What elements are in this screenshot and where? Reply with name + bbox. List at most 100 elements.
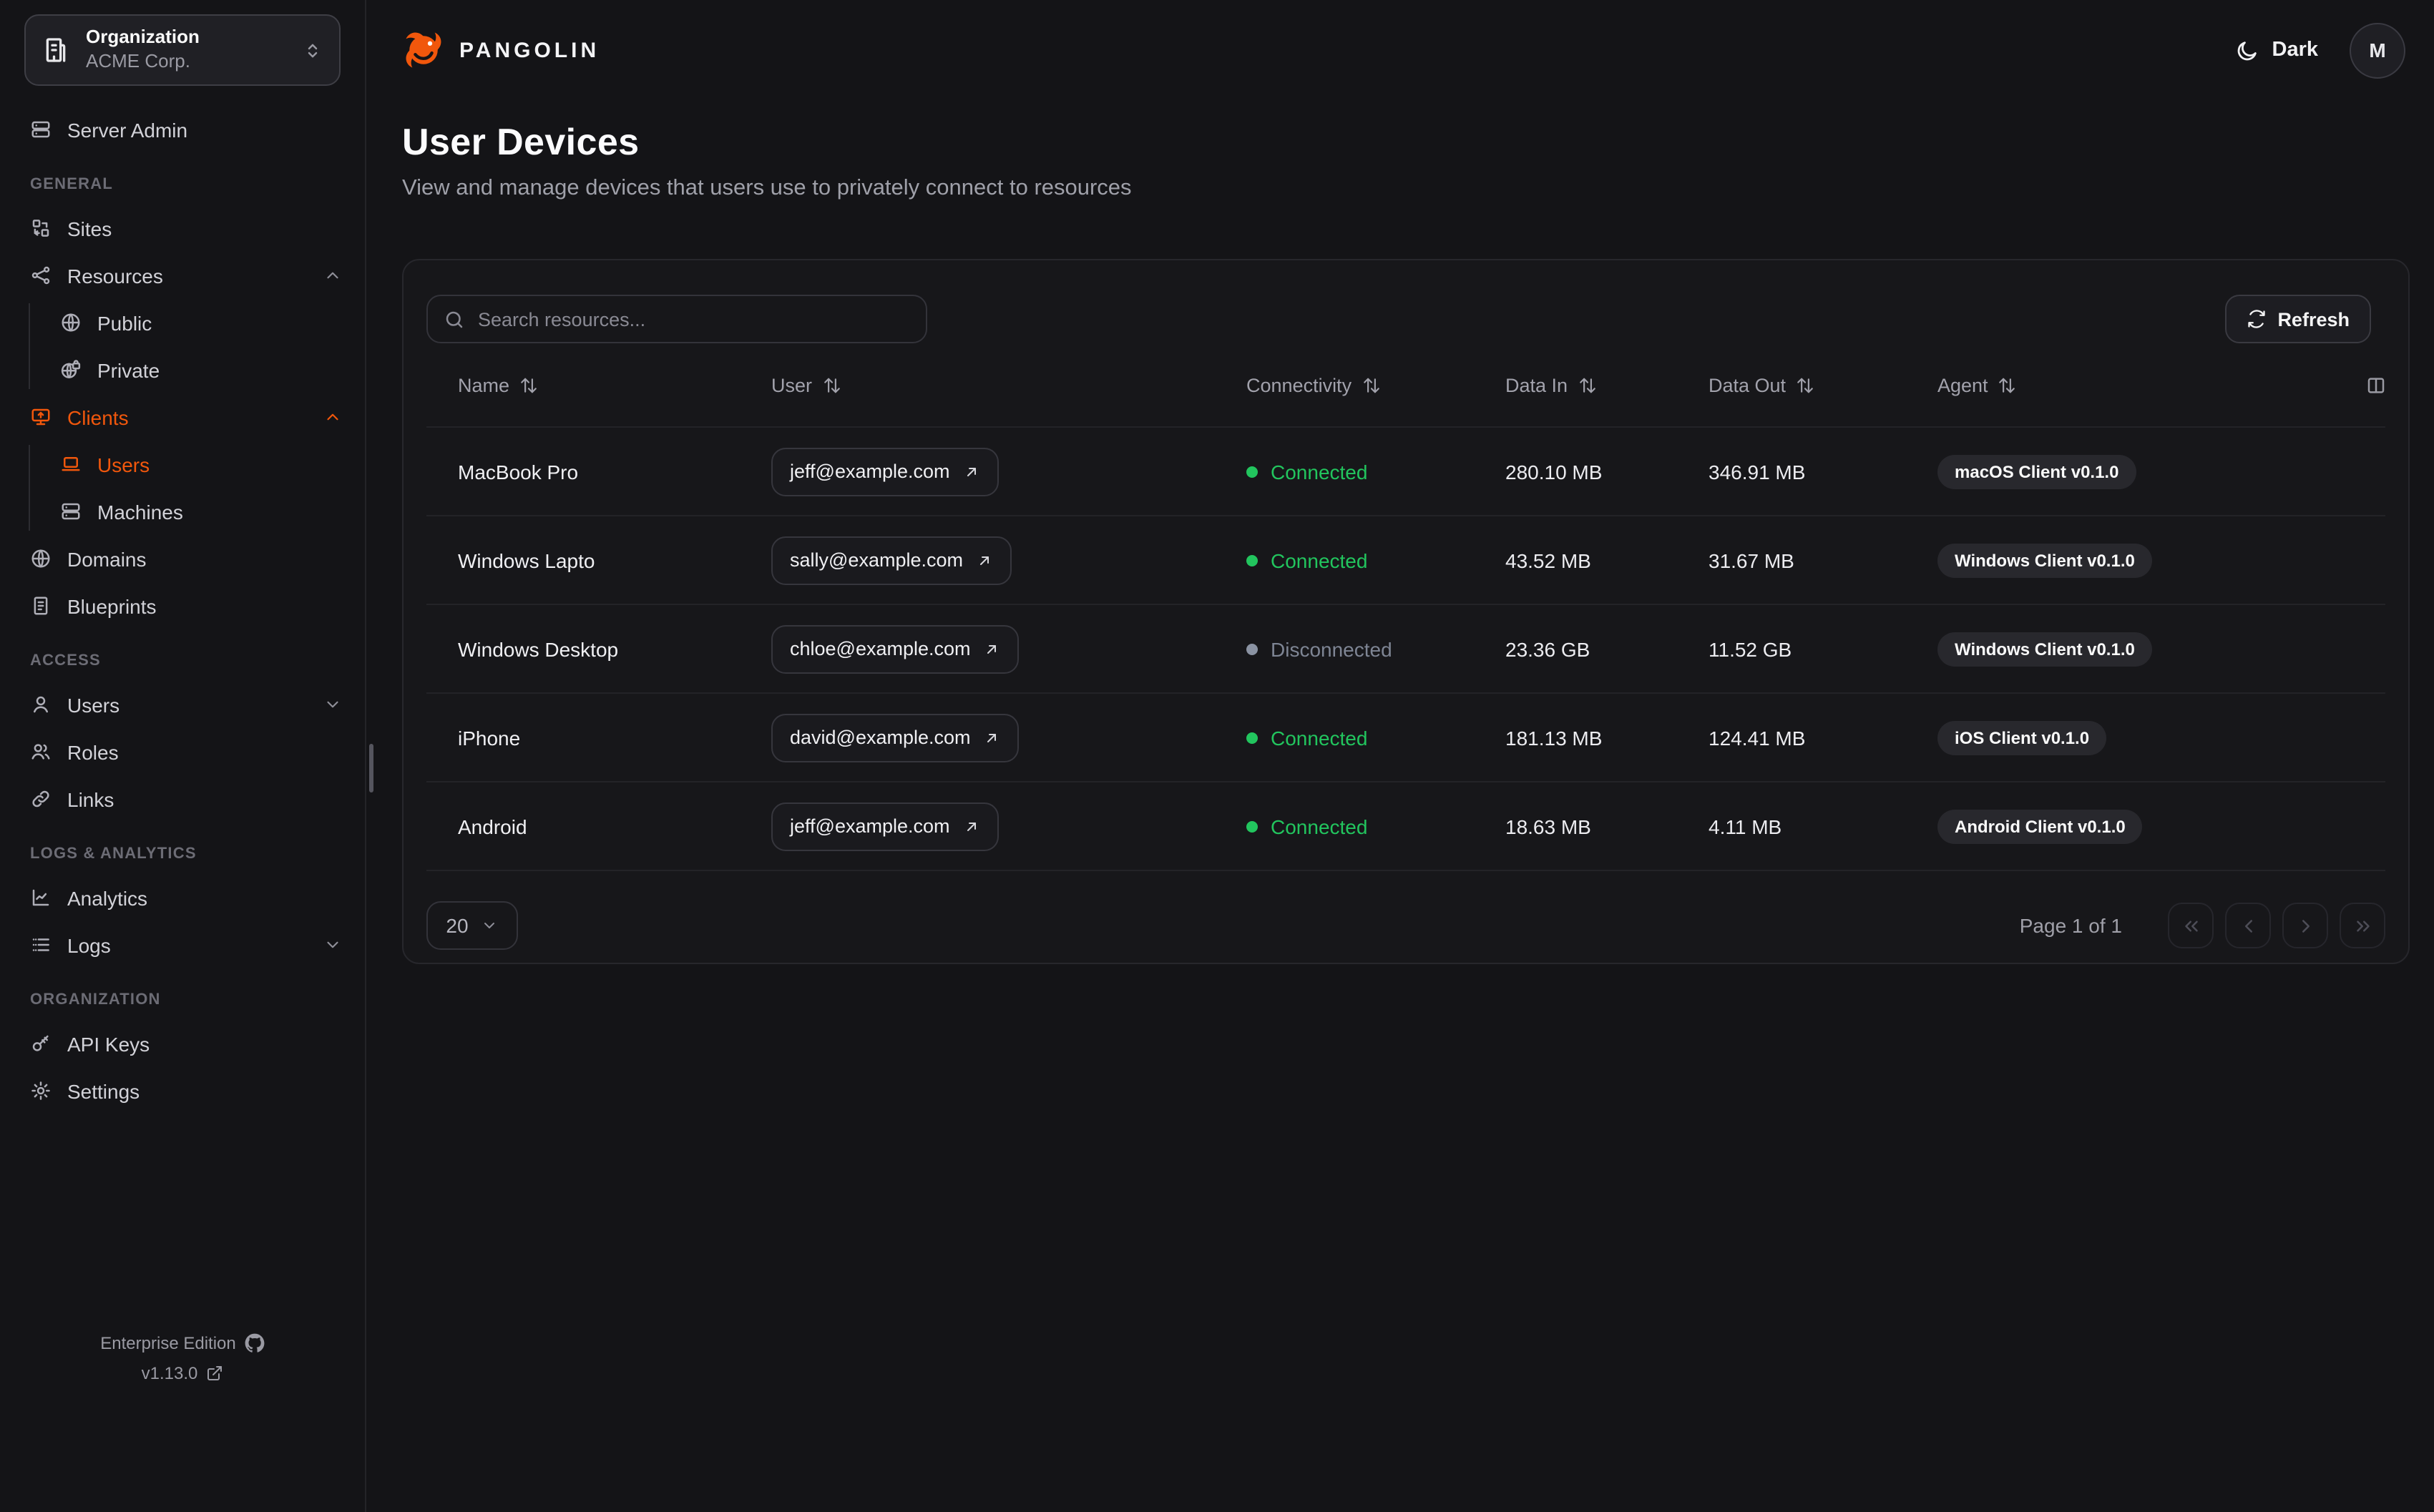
device-name: Android <box>458 815 527 838</box>
sidebar-item-blueprints[interactable]: Blueprints <box>0 582 365 629</box>
sidebar-item-label: Links <box>67 787 114 810</box>
user-email: chloe@example.com <box>790 638 971 659</box>
data-in-value: 181.13 MB <box>1505 726 1603 749</box>
page-subtitle: View and manage devices that users use t… <box>402 176 1132 200</box>
column-label: Data Out <box>1709 374 1787 396</box>
avatar[interactable]: M <box>2350 22 2405 78</box>
brand[interactable]: PANGOLIN <box>402 29 600 72</box>
chevrons-right-icon <box>2352 915 2373 936</box>
column-visibility-button[interactable] <box>2362 371 2390 398</box>
chevron-down-icon <box>482 917 499 934</box>
column-label: Agent <box>1937 374 1988 396</box>
sidebar-item-label: Logs <box>67 933 111 956</box>
moon-icon <box>2235 38 2259 62</box>
sidebar-item-api-keys[interactable]: API Keys <box>0 1020 365 1067</box>
page-size-select[interactable]: 20 <box>426 901 518 950</box>
data-out-value: 4.11 MB <box>1709 815 1782 838</box>
avatar-initial: M <box>2369 39 2386 62</box>
search-input[interactable] <box>478 308 910 330</box>
sidebar-item-label: Settings <box>67 1079 140 1102</box>
column-header-agent[interactable]: Agent <box>1937 374 2335 396</box>
sidebar-item-resources[interactable]: Resources <box>0 252 365 299</box>
brand-name: PANGOLIN <box>459 38 600 62</box>
card-footer: 20 Page 1 of 1 <box>426 901 2385 950</box>
sidebar-item-settings[interactable]: Settings <box>0 1067 365 1114</box>
column-header-connectivity[interactable]: Connectivity <box>1246 374 1505 396</box>
user-link-chip[interactable]: jeff@example.com <box>771 447 999 496</box>
list-icon <box>30 934 52 956</box>
theme-toggle[interactable]: Dark <box>2235 38 2318 62</box>
sidebar-item-roles[interactable]: Roles <box>0 728 365 775</box>
sidebar-item-links[interactable]: Links <box>0 775 365 823</box>
user-email: jeff@example.com <box>790 815 950 837</box>
monitor-up-icon <box>30 406 52 428</box>
sidebar-item-logs[interactable]: Logs <box>0 921 365 968</box>
sidebar-item-label: Sites <box>67 217 112 240</box>
column-label: Data In <box>1505 374 1568 396</box>
search-icon <box>444 308 465 330</box>
status-dot <box>1246 554 1258 566</box>
column-header-user[interactable]: User <box>771 374 1246 396</box>
sidebar-item-label: API Keys <box>67 1032 150 1055</box>
sidebar-item-analytics[interactable]: Analytics <box>0 874 365 921</box>
sidebar-item-public[interactable]: Public <box>29 299 365 346</box>
user-link-chip[interactable]: david@example.com <box>771 713 1020 762</box>
sidebar-item-machines[interactable]: Machines <box>29 488 365 535</box>
table-row: MacBook Pro jeff@example.com Connected 2… <box>426 428 2385 516</box>
sort-icon <box>1362 375 1380 394</box>
sidebar-item-clients[interactable]: Clients <box>0 393 365 441</box>
sidebar-item-label: Resources <box>67 264 163 287</box>
previous-page-button[interactable] <box>2225 903 2271 948</box>
user-link-chip[interactable]: chloe@example.com <box>771 624 1020 673</box>
sort-icon <box>1578 375 1596 394</box>
refresh-icon <box>2246 309 2266 329</box>
column-header-data-in[interactable]: Data In <box>1505 374 1709 396</box>
arrow-up-right-icon <box>984 729 1001 746</box>
sidebar-scrollbar-thumb[interactable] <box>369 744 373 792</box>
chevron-up-icon <box>323 266 342 285</box>
sidebar-item-domains[interactable]: Domains <box>0 535 365 582</box>
last-page-button[interactable] <box>2340 903 2385 948</box>
sidebar-item-server-admin[interactable]: Server Admin <box>0 106 365 153</box>
sidebar-nav: Server Admin GENERAL Sites Resources Pub… <box>0 106 365 1114</box>
key-icon <box>30 1033 52 1054</box>
sidebar-item-clients-users[interactable]: Users <box>29 441 365 488</box>
topbar-right: Dark M <box>2235 22 2405 78</box>
table-row: Windows Lapto sally@example.com Connecte… <box>426 516 2385 605</box>
user-link-chip[interactable]: jeff@example.com <box>771 802 999 850</box>
clients-submenu: Users Machines <box>29 441 365 535</box>
chevron-down-icon <box>323 695 342 714</box>
next-page-button[interactable] <box>2282 903 2328 948</box>
sidebar-item-label: Analytics <box>67 886 148 909</box>
edition-link[interactable]: Enterprise Edition <box>100 1333 264 1353</box>
sidebar-item-users[interactable]: Users <box>0 681 365 728</box>
chevron-left-icon <box>2237 915 2259 936</box>
version-link[interactable]: v1.13.0 <box>142 1363 224 1383</box>
sidebar-item-sites[interactable]: Sites <box>0 205 365 252</box>
agent-badge: iOS Client v0.1.0 <box>1937 720 2107 755</box>
org-selector-value: ACME Corp. <box>86 50 190 72</box>
sort-icon <box>1796 375 1814 394</box>
agent-badge: Windows Client v0.1.0 <box>1937 632 2152 666</box>
table-row: Windows Desktop chloe@example.com Discon… <box>426 605 2385 694</box>
status-dot <box>1246 643 1258 654</box>
globe-lock-icon <box>60 359 82 381</box>
column-header-name[interactable]: Name <box>426 374 771 396</box>
sidebar-item-private[interactable]: Private <box>29 346 365 393</box>
sidebar-item-label: Private <box>97 358 160 381</box>
column-header-data-out[interactable]: Data Out <box>1709 374 1937 396</box>
table-row: Android jeff@example.com Connected 18.63… <box>426 782 2385 871</box>
refresh-button[interactable]: Refresh <box>2224 295 2371 343</box>
github-icon <box>245 1333 265 1353</box>
first-page-button[interactable] <box>2168 903 2214 948</box>
globe-icon <box>60 312 82 333</box>
external-link-icon <box>206 1365 223 1382</box>
sites-icon <box>30 217 52 239</box>
user-link-chip[interactable]: sally@example.com <box>771 536 1012 584</box>
table-row: iPhone david@example.com Connected 181.1… <box>426 694 2385 782</box>
status-dot <box>1246 820 1258 832</box>
arrow-up-right-icon <box>984 640 1001 657</box>
connectivity-status: Connected <box>1246 815 1505 838</box>
connectivity-status: Connected <box>1246 726 1505 749</box>
org-selector[interactable]: Organization ACME Corp. <box>24 14 341 86</box>
